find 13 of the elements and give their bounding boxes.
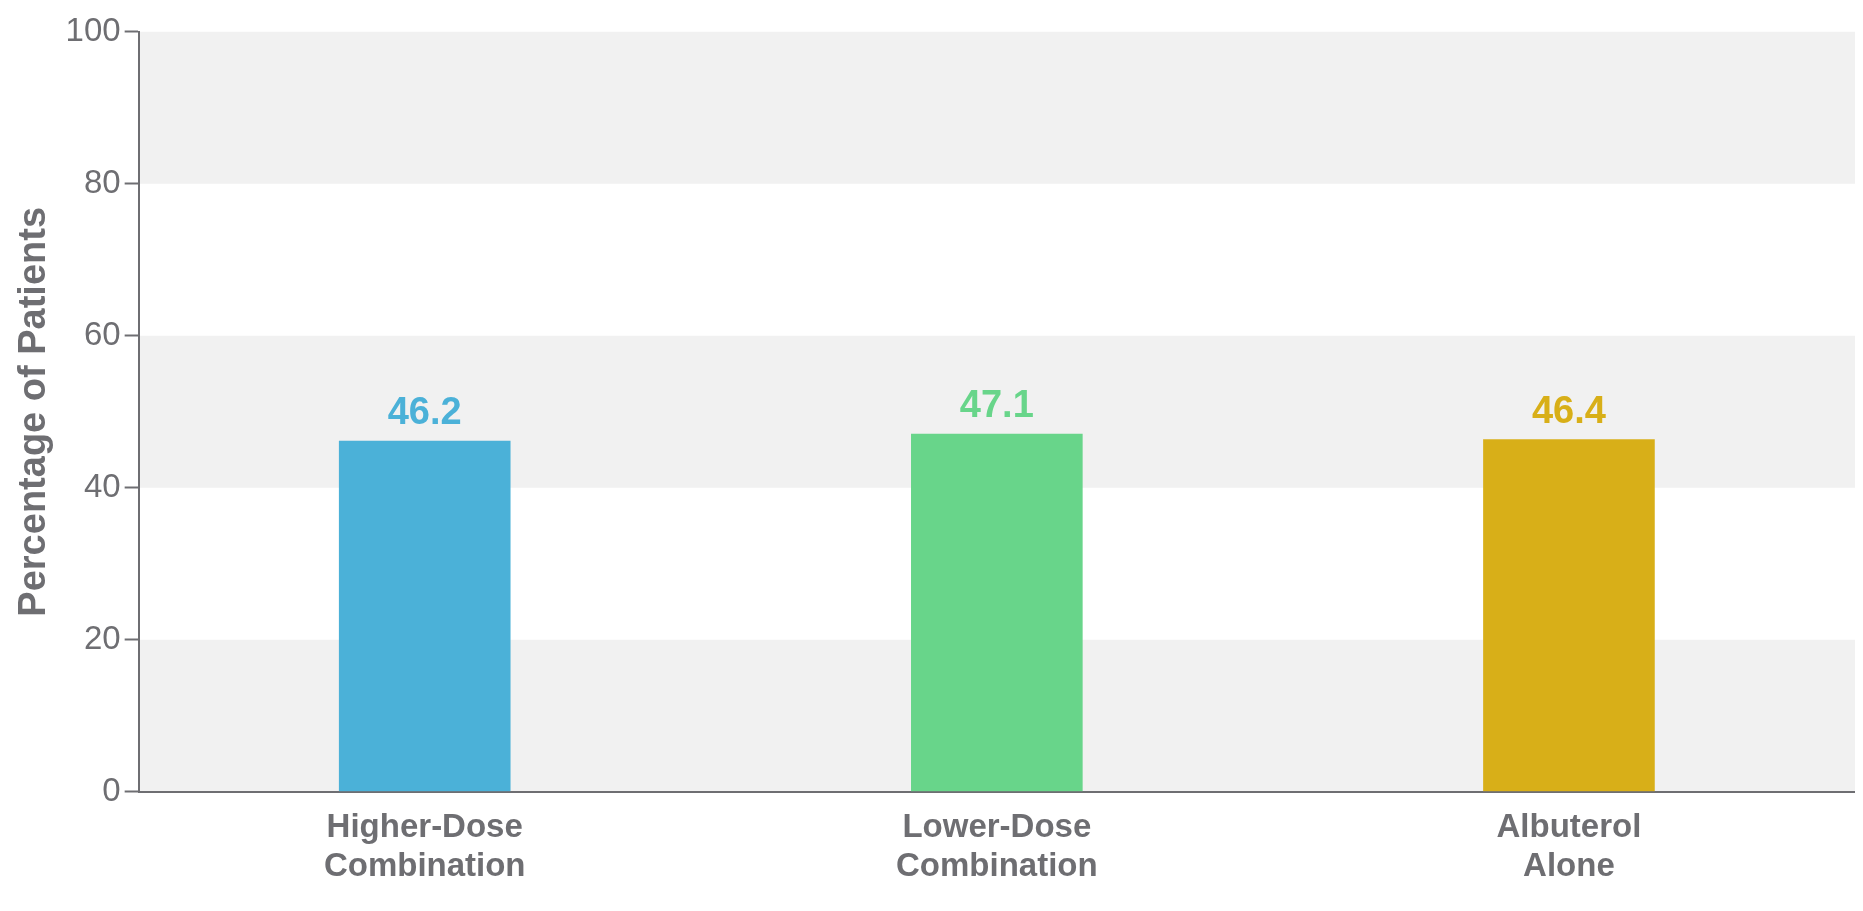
- y-axis-title: Percentage of Patients: [11, 206, 54, 617]
- data-label: 46.4: [1531, 388, 1606, 431]
- y-tick-label: 40: [83, 466, 121, 504]
- data-label: 46.2: [387, 390, 462, 433]
- y-tick-label: 80: [83, 162, 121, 200]
- y-tick-label: 0: [102, 770, 121, 808]
- y-tick-label: 60: [83, 314, 121, 352]
- y-tick-label: 100: [65, 10, 121, 48]
- y-tick-label: 20: [83, 618, 121, 656]
- x-tick-label: Higher-Dose Combination: [323, 806, 526, 884]
- x-tick-label: Albuterol Alone: [1496, 806, 1642, 884]
- data-label: 47.1: [959, 383, 1034, 426]
- x-tick-label: Lower-Dose Combination: [896, 806, 1098, 884]
